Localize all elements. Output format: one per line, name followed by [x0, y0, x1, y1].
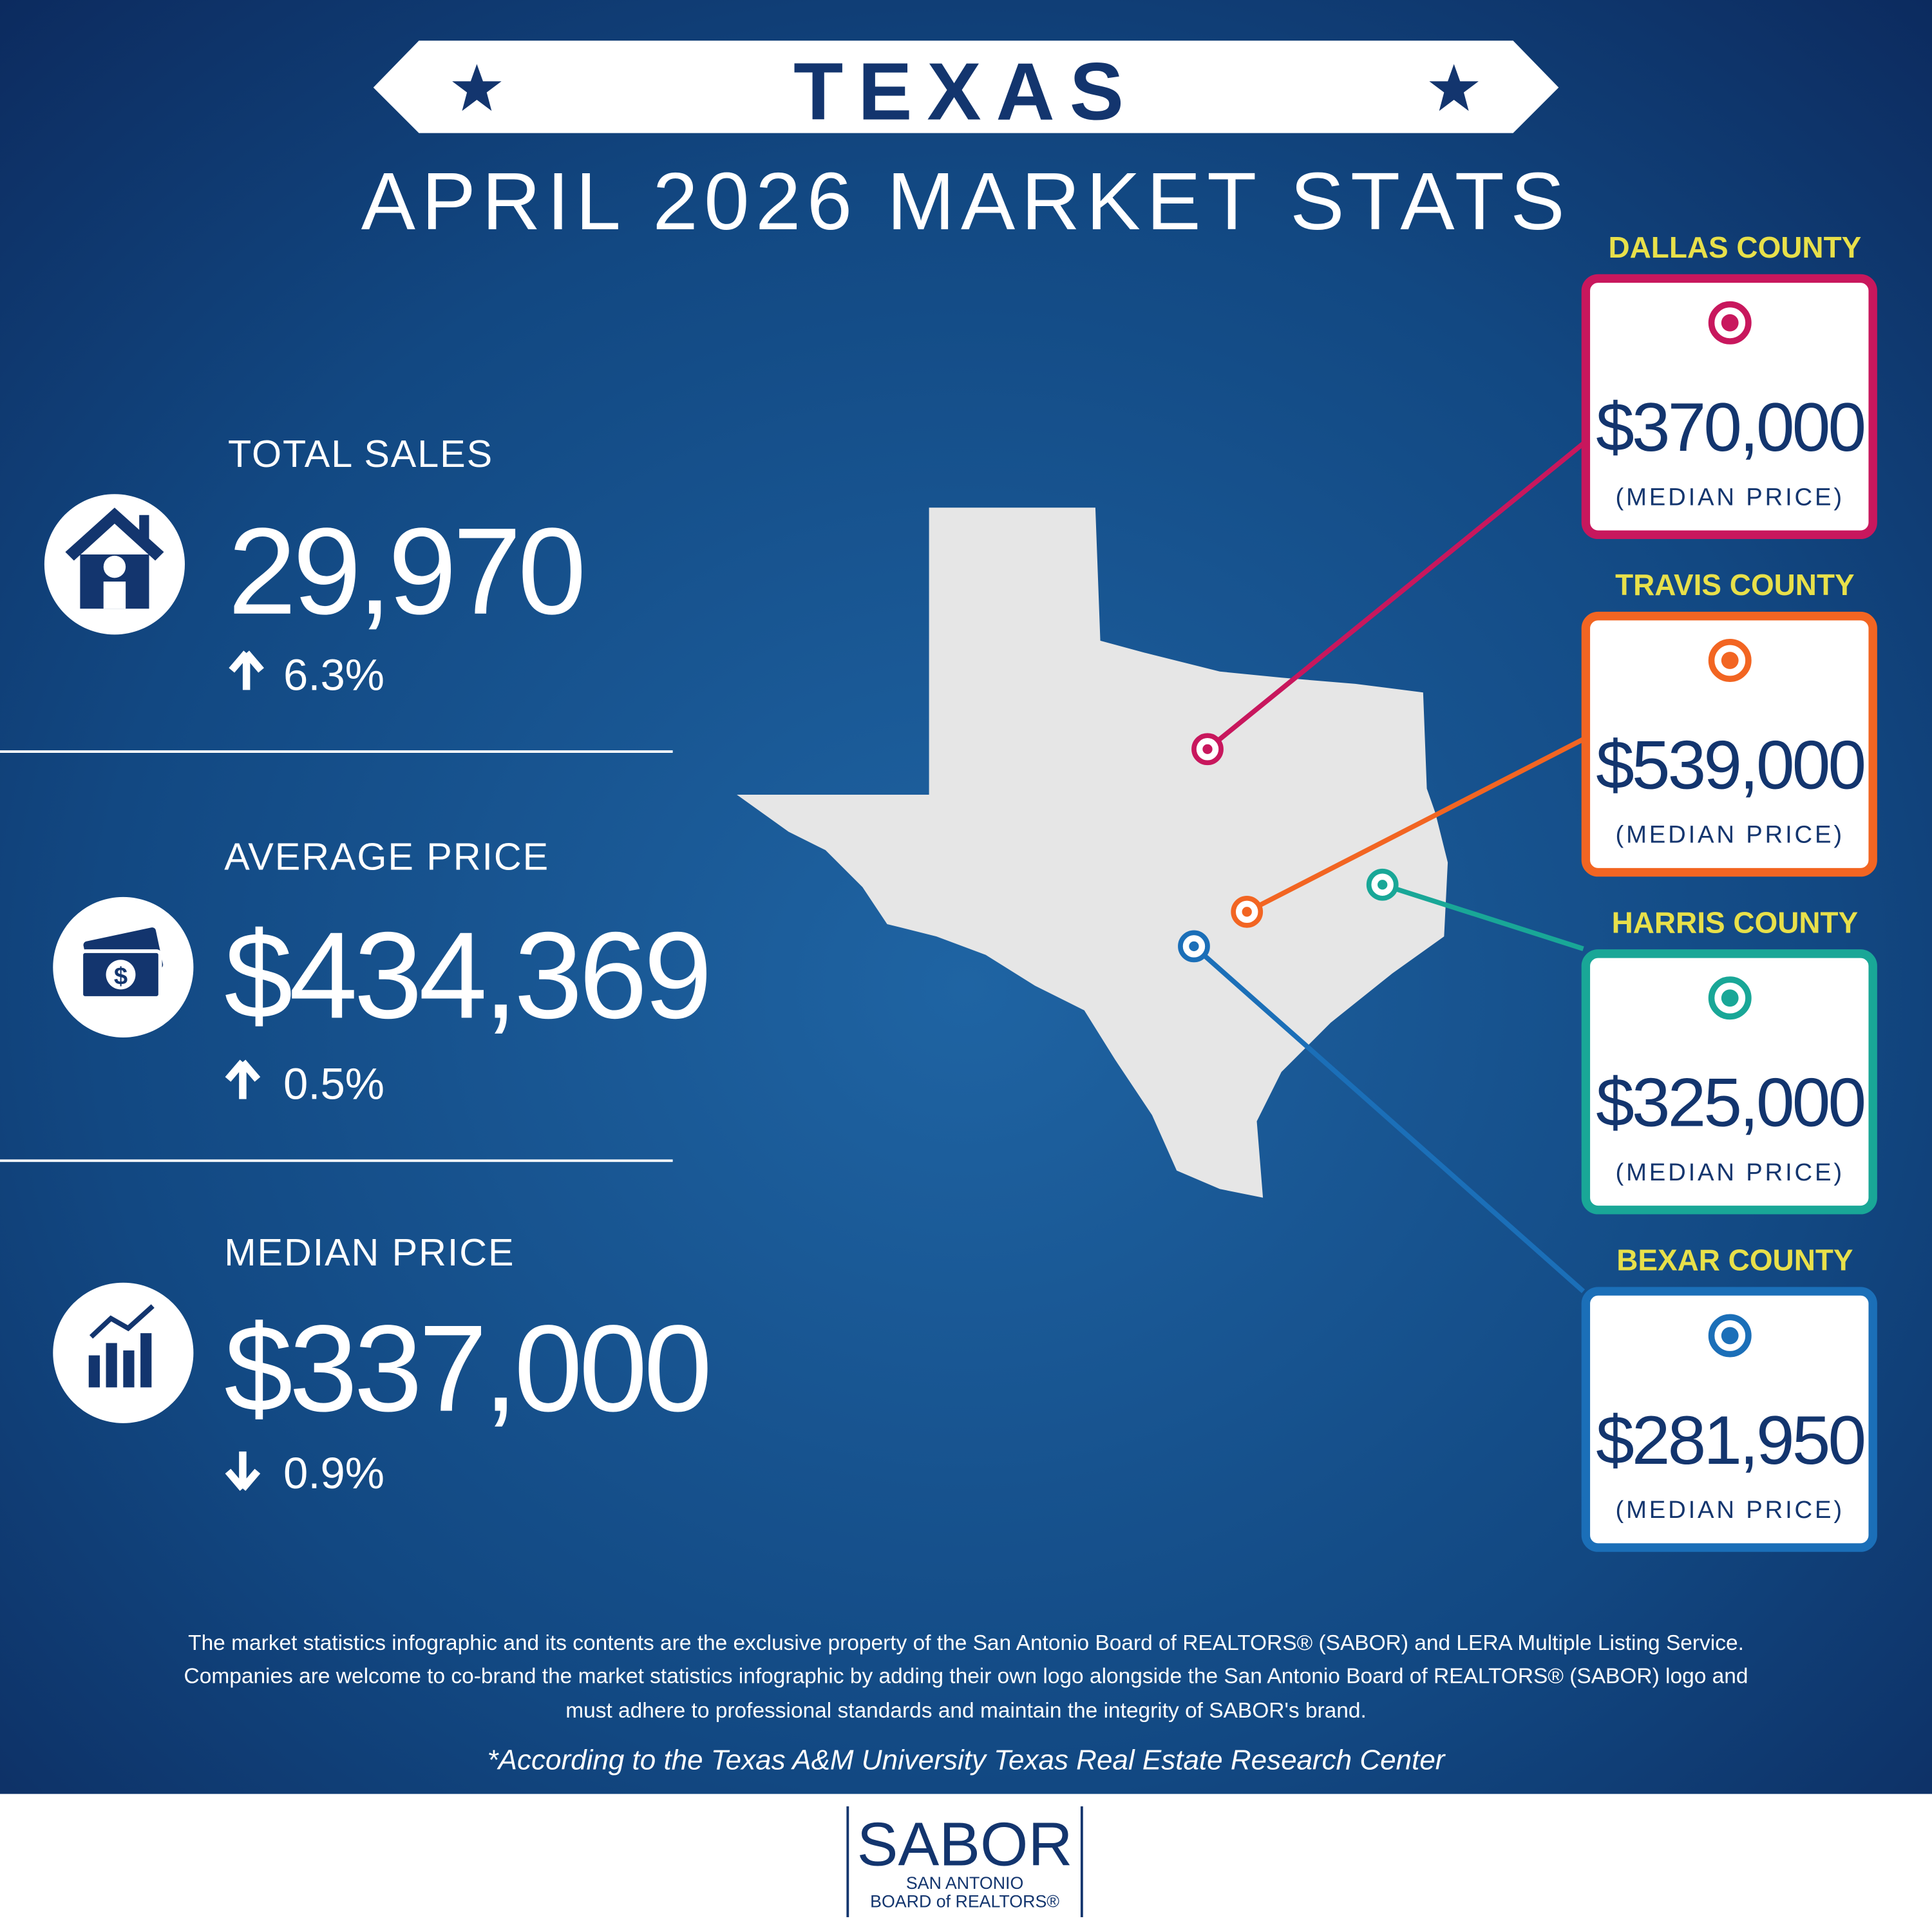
box-dot-center: [1721, 1327, 1739, 1345]
star: [452, 64, 502, 111]
county-value: $325,000: [1596, 1064, 1864, 1141]
stat-label: TOTAL SALES: [228, 432, 493, 475]
county-value: $370,000: [1596, 388, 1864, 466]
disclaimer: Companies are welcome to co-brand the ma…: [184, 1665, 1748, 1689]
map-dot-center: [1242, 907, 1252, 917]
map-dot-center: [1378, 880, 1388, 890]
stat-change: 6.3%: [283, 650, 384, 699]
county-value: $281,950: [1596, 1401, 1864, 1479]
logo-line: BOARD of REALTORS®: [870, 1892, 1059, 1911]
arrow-up: [225, 1059, 261, 1099]
stat-label: AVERAGE PRICE: [224, 835, 549, 878]
connector: [1206, 441, 1585, 752]
arrow-up: [229, 650, 264, 690]
logo-name: SABOR: [857, 1810, 1073, 1879]
county-box: [1581, 274, 1877, 540]
county-name: BEXAR COUNTY: [1616, 1244, 1853, 1277]
stat-value: 29,970: [228, 502, 583, 640]
connector: [1192, 944, 1586, 1293]
box-dot-center: [1721, 314, 1739, 332]
map-dot-center: [1202, 744, 1213, 754]
county-box: [1581, 949, 1877, 1215]
title: TEXAS: [793, 46, 1139, 137]
stat-change: 0.5%: [283, 1059, 384, 1109]
money-icon: $: [79, 927, 164, 1000]
disclaimer: The market statistics infographic and it…: [188, 1631, 1744, 1655]
county-name: DALLAS COUNTY: [1609, 231, 1862, 264]
county-name: HARRIS COUNTY: [1612, 905, 1859, 939]
county-note: (MEDIAN PRICE): [1616, 1496, 1844, 1524]
county-note: (MEDIAN PRICE): [1616, 1159, 1844, 1186]
house-door: [103, 582, 126, 609]
stat-value: $434,369: [224, 906, 708, 1044]
counties: DALLAS COUNTY $370,000 (MEDIAN PRICE) TRAVI…: [1178, 231, 1877, 1552]
connector: [1381, 882, 1584, 951]
arrow-down: [225, 1451, 261, 1491]
stat-change: 0.9%: [283, 1448, 384, 1498]
box-dot-center: [1721, 989, 1739, 1007]
footer-band: [0, 1794, 1932, 1932]
county-box: [1581, 611, 1877, 877]
stat-label: MEDIAN PRICE: [224, 1231, 515, 1274]
subtitle: APRIL 2026 MARKET STATS: [361, 156, 1571, 247]
county-name: TRAVIS COUNTY: [1615, 568, 1855, 601]
map-dot-center: [1189, 941, 1199, 952]
county-box: [1581, 1287, 1877, 1552]
chart-icon: [88, 1304, 155, 1388]
county-note: (MEDIAN PRICE): [1616, 483, 1844, 511]
house-window: [103, 555, 126, 578]
texas-map: [737, 507, 1448, 1198]
stat-value: $337,000: [224, 1300, 708, 1437]
svg-text:$: $: [114, 963, 128, 990]
connector: [1245, 737, 1585, 914]
disclaimer: must adhere to professional standards an…: [565, 1699, 1367, 1723]
star: [1429, 64, 1479, 111]
logo-line: SAN ANTONIO: [906, 1873, 1023, 1893]
county-note: (MEDIAN PRICE): [1616, 821, 1844, 849]
source: *According to the Texas A&M University T…: [488, 1744, 1446, 1776]
banner: [373, 41, 1559, 133]
county-value: $539,000: [1596, 726, 1864, 803]
box-dot-center: [1721, 652, 1739, 669]
